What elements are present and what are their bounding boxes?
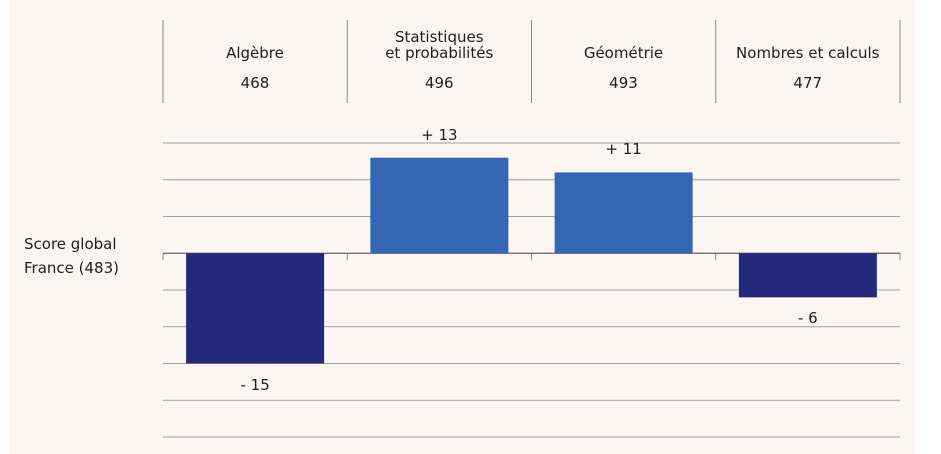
category-label: Nombres et calculs: [736, 44, 880, 62]
value-label: + 13: [421, 125, 458, 144]
value-label: - 15: [240, 375, 270, 394]
bar: [738, 253, 877, 298]
score-label: 468: [240, 74, 270, 92]
score-label: 493: [609, 74, 638, 92]
score-label: 496: [424, 74, 454, 92]
score-label: 477: [793, 74, 823, 92]
category-label: Algèbre: [226, 44, 284, 62]
baseline-label: Score global France (483): [24, 235, 119, 277]
value-label: - 6: [798, 309, 818, 328]
category-label: Statistiques et probabilités: [385, 28, 494, 62]
bar: [186, 253, 325, 364]
bar: [370, 157, 509, 254]
value-label: + 11: [605, 140, 642, 159]
category-label: Géométrie: [583, 44, 664, 62]
bar: [554, 172, 693, 254]
